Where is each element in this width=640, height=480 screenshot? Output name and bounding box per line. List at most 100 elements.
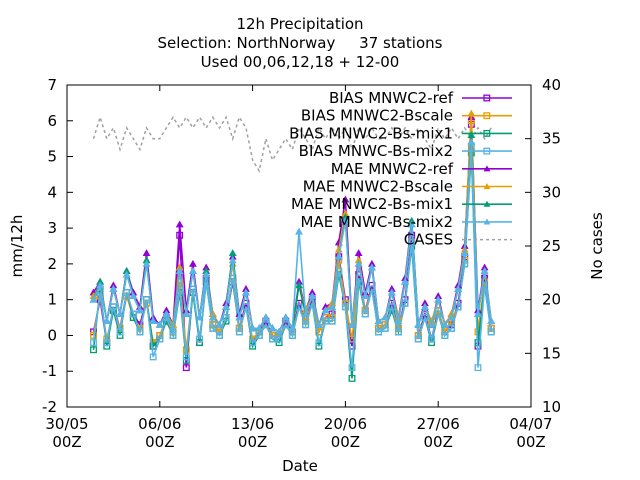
y2-tick-label: 35 [542, 130, 561, 148]
data-point [109, 284, 118, 292]
data-point [421, 314, 429, 322]
data-point [202, 270, 211, 278]
data-point [302, 321, 310, 329]
data-point [348, 374, 356, 382]
data-point [321, 306, 330, 314]
data-point [149, 342, 157, 350]
legend-swatch-marker [483, 129, 491, 137]
data-point [295, 227, 303, 235]
data-point [269, 335, 276, 343]
data-point [348, 364, 356, 372]
chart-title-line-2: Selection: NorthNorway 37 stations [158, 34, 443, 52]
data-point [367, 263, 376, 271]
data-point [467, 138, 476, 146]
data-point [354, 249, 363, 257]
data-point [407, 220, 416, 228]
data-point [387, 288, 396, 296]
legend-label: BIAS MNWC2-Bscale [301, 107, 453, 125]
series-bias-mnwc-bs-mix2 [90, 142, 495, 372]
data-point [487, 328, 495, 336]
y-tick-label: 1 [47, 291, 57, 309]
data-point [195, 313, 204, 321]
data-point [454, 284, 463, 292]
data-point [182, 309, 191, 317]
data-point [434, 295, 443, 303]
data-point [109, 303, 117, 311]
legend-label: MAE MNWC2-Bs-mix1 [291, 195, 453, 213]
data-point [341, 195, 350, 203]
data-point [394, 317, 403, 325]
y-tick-label: 6 [47, 112, 57, 130]
data-point [182, 353, 190, 361]
data-point [149, 353, 157, 361]
legend-entry-cases: CASES [404, 231, 512, 249]
data-point [103, 339, 111, 347]
y-tick-label: 3 [47, 219, 57, 237]
data-point [189, 259, 197, 267]
data-point [90, 346, 97, 354]
legend-label: MAE MNWC2-Bscale [303, 178, 453, 196]
data-point [328, 317, 336, 325]
y2-axis-label: No cases [588, 212, 606, 280]
data-point [434, 310, 442, 318]
x-tick-label-date: 13/06 [231, 415, 274, 433]
data-point [295, 281, 303, 289]
legend-label: CASES [404, 231, 453, 249]
data-point [235, 313, 244, 321]
legend-swatch-marker [483, 200, 491, 207]
data-point [182, 357, 190, 364]
legend-swatch-marker [483, 165, 491, 172]
x-tick-label-hour: 00Z [331, 433, 360, 451]
data-point [228, 256, 237, 264]
legend-entry-mae-mnwc2-bs-mix1: MAE MNWC2-Bs-mix1 [291, 195, 512, 213]
data-point [454, 303, 462, 311]
data-point [122, 270, 131, 278]
x-tick-label-date: 27/06 [417, 415, 460, 433]
data-point [381, 313, 390, 321]
x-tick-label-hour: 00Z [52, 433, 81, 451]
x-tick-label-hour: 00Z [516, 433, 545, 451]
data-point [189, 267, 197, 274]
data-point [175, 220, 184, 228]
legend-label: MAE MNWC-Bs-mix2 [300, 213, 453, 231]
data-point [288, 331, 296, 339]
data-point [341, 216, 350, 224]
y-tick-label: 4 [47, 183, 57, 201]
data-point [208, 313, 217, 321]
data-point [222, 314, 230, 322]
y-tick-label: 5 [47, 148, 57, 166]
legend-label: BIAS MNWC2-ref [329, 89, 454, 107]
data-point [129, 292, 138, 299]
data-point [281, 313, 290, 321]
legend-entry-bias-mnwc2-bs-mix1: BIAS MNWC2-Bs-mix1 [289, 124, 512, 142]
data-point [116, 328, 124, 336]
x-tick-label-date: 04/07 [509, 415, 552, 433]
data-point [440, 320, 449, 328]
data-point [427, 320, 436, 328]
data-point [480, 267, 489, 274]
y2-tick-label: 20 [542, 291, 561, 309]
series-mae-mnwc-bs-mix2 [89, 138, 496, 335]
data-point [262, 321, 270, 329]
data-point [348, 320, 356, 328]
y2-tick-label: 10 [542, 398, 561, 416]
chart-title-line-1: 12h Precipitation [236, 15, 363, 33]
data-point [235, 328, 243, 336]
data-point [354, 259, 363, 267]
data-point [182, 364, 190, 372]
data-point [288, 324, 297, 332]
data-point [460, 249, 469, 257]
data-point [156, 335, 164, 343]
data-point [322, 317, 329, 325]
legend-label: BIAS MNWC-Bs-mix2 [299, 142, 453, 160]
data-point [401, 277, 409, 285]
data-point [129, 310, 137, 318]
data-point [448, 324, 455, 332]
data-point [414, 335, 422, 343]
y2-tick-label: 15 [542, 344, 561, 362]
data-point [96, 281, 105, 289]
x-tick-label-hour: 00Z [145, 433, 174, 451]
data-point [361, 310, 369, 318]
x-tick-label-date: 06/06 [138, 415, 181, 433]
data-point [261, 313, 270, 321]
